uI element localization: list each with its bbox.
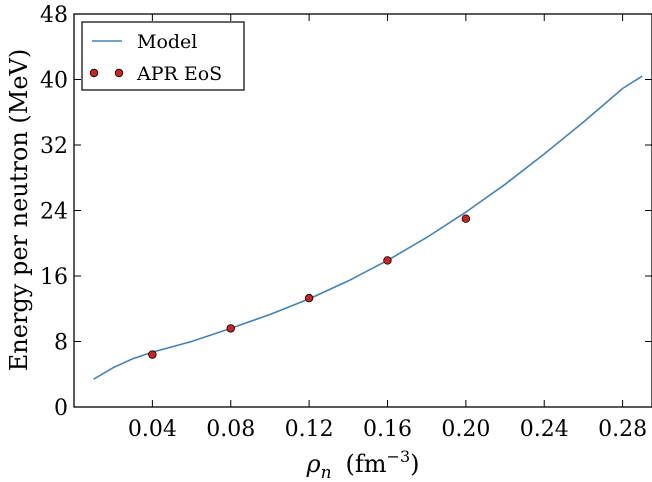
legend-model-label: Model (137, 31, 197, 53)
legend: Model APR EoS (81, 21, 245, 91)
y-axis-title: Energy per neutron (MeV) (5, 49, 33, 371)
legend-apr-label: APR EoS (136, 63, 222, 85)
x-axis: 0.04 0.08 0.12 0.16 0.20 0.24 0.28 (128, 14, 647, 442)
y-tick-label: 24 (40, 200, 68, 225)
apr-eos-point (383, 256, 392, 265)
y-tick-label: 0 (54, 396, 68, 421)
legend-apr-marker-1 (89, 68, 99, 78)
legend-box (81, 21, 245, 91)
apr-eos-point (148, 350, 157, 359)
x-tick-label: 0.12 (285, 417, 334, 442)
apr-eos-point (461, 214, 471, 223)
y-axis: 0 8 16 24 32 40 48 (40, 3, 652, 421)
legend-apr-marker-2 (114, 68, 124, 78)
x-tick-label: 0.28 (598, 417, 647, 442)
x-tick-label: 0.04 (128, 417, 177, 442)
y-tick-label: 48 (40, 3, 68, 28)
y-tick-label: 8 (54, 331, 68, 356)
series-layer (93, 75, 643, 380)
model-line (93, 75, 643, 380)
x-tick-label: 0.08 (206, 417, 255, 442)
y-tick-label: 40 (40, 69, 68, 94)
x-tick-label: 0.24 (520, 417, 569, 442)
y-tick-label: 32 (40, 134, 68, 159)
apr-eos-point (304, 293, 314, 303)
apr-eos-point (226, 324, 235, 333)
x-axis-title: ρn (fm−3) (305, 447, 419, 482)
y-tick-label: 16 (40, 265, 68, 290)
x-tick-label: 0.20 (441, 417, 490, 442)
x-tick-label: 0.16 (363, 417, 412, 442)
